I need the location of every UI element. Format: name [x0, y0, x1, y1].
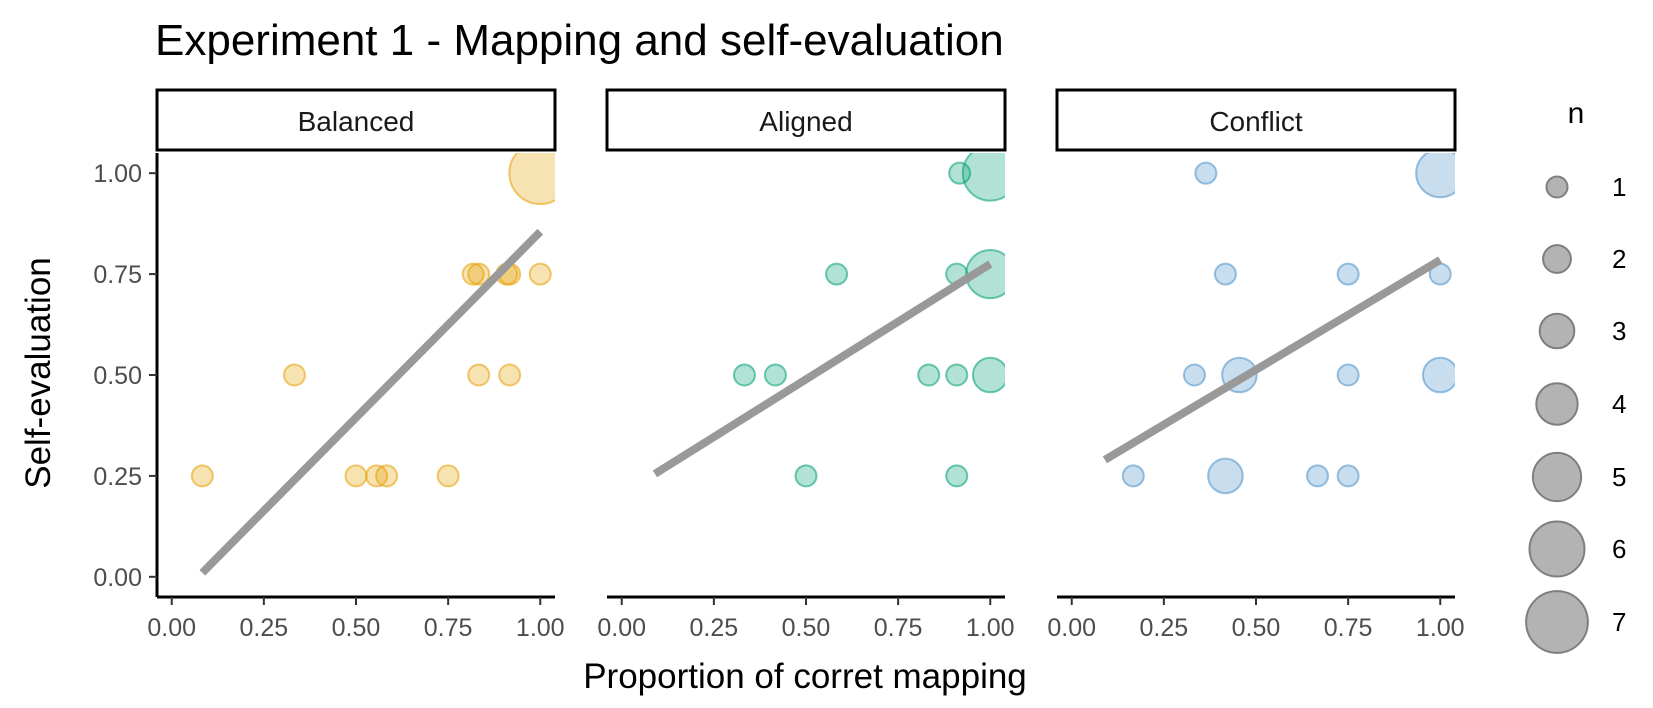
point-aligned-6: [945, 363, 969, 387]
point-conflict-6: [1306, 464, 1330, 488]
strip-balanced: [155, 88, 557, 152]
x-tick-label-balanced-0: 0.00: [147, 614, 196, 642]
point-aligned-11: [961, 153, 1005, 202]
point-balanced-13: [508, 153, 555, 206]
point-balanced-7: [467, 262, 491, 286]
point-conflict-7: [1336, 464, 1360, 488]
point-conflict-12: [1415, 153, 1455, 199]
x-tick-label-aligned-3: 0.75: [874, 614, 923, 642]
point-conflict-9: [1336, 262, 1360, 286]
point-balanced-12: [528, 262, 552, 286]
point-conflict-1: [1182, 363, 1206, 387]
chart-title: Experiment 1 - Mapping and self-evaluati…: [155, 16, 1004, 65]
strip-conflict: [1055, 88, 1457, 152]
strip-aligned: [605, 88, 1007, 152]
point-balanced-1: [282, 363, 306, 387]
point-balanced-8: [467, 363, 491, 387]
strip-label-balanced: Balanced: [298, 106, 415, 137]
x-tick-label-aligned-2: 0.50: [782, 614, 831, 642]
facet-panels: Balanced 0.00 0.25 0.50 0.75 1.00 0.00 0.25 0.50…: [93, 88, 1465, 642]
point-balanced-5: [436, 464, 460, 488]
legend-label-5: 5: [1612, 462, 1626, 492]
x-tick-label-balanced-4: 1.00: [516, 614, 565, 642]
legend-key-3: [1538, 312, 1576, 350]
legend-label-3: 3: [1612, 316, 1626, 346]
x-axis-title: Proportion of corret mapping: [583, 657, 1027, 696]
legend-key-2: [1542, 244, 1572, 274]
legend-key-7: [1525, 590, 1589, 654]
point-aligned-8: [948, 161, 972, 185]
point-aligned-3: [825, 262, 849, 286]
point-conflict-4: [1207, 457, 1244, 495]
point-conflict-11: [1421, 356, 1455, 394]
legend-key-5: [1531, 451, 1583, 503]
x-tick-label-conflict-1: 0.25: [1140, 614, 1189, 642]
legend-label-6: 6: [1612, 534, 1626, 564]
legend-key-4: [1535, 382, 1579, 426]
x-tick-label-conflict-4: 1.00: [1416, 614, 1465, 642]
y-tick-label-1: 0.25: [93, 463, 142, 491]
trend-line-balanced: [199, 228, 544, 576]
point-aligned-9: [971, 356, 1005, 394]
legend-key-6: [1528, 520, 1586, 578]
point-aligned-5: [945, 464, 969, 488]
x-tick-label-aligned-4: 1.00: [966, 614, 1015, 642]
points-balanced: [190, 153, 555, 488]
point-balanced-0: [190, 464, 214, 488]
trend-line-conflict: [1102, 256, 1443, 464]
panel-aligned: Aligned 0.00 0.25 0.50 0.75 1.00: [597, 88, 1015, 642]
point-aligned-4: [917, 363, 941, 387]
x-tick-label-conflict-2: 0.50: [1232, 614, 1281, 642]
legend-label-2: 2: [1612, 244, 1626, 274]
x-tick-label-conflict-0: 0.00: [1047, 614, 1096, 642]
point-balanced-6: [461, 262, 485, 286]
point-balanced-11: [498, 363, 522, 387]
strip-label-aligned: Aligned: [759, 106, 852, 137]
legend-label-4: 4: [1612, 389, 1626, 419]
point-conflict-8: [1336, 363, 1360, 387]
point-aligned-2: [794, 464, 818, 488]
legend-label-1: 1: [1612, 172, 1626, 202]
y-tick-label-3: 0.75: [93, 261, 142, 289]
x-tick-label-balanced-2: 0.50: [332, 614, 381, 642]
points-conflict: [1121, 153, 1455, 495]
point-aligned-10: [965, 248, 1005, 300]
point-balanced-4: [375, 464, 399, 488]
point-conflict-3: [1213, 262, 1237, 286]
y-tick-label-4: 1.00: [93, 160, 142, 188]
x-tick-label-conflict-3: 0.75: [1324, 614, 1373, 642]
x-tick-label-aligned-0: 0.00: [597, 614, 646, 642]
points-aligned: [732, 153, 1005, 488]
point-balanced-2: [344, 464, 368, 488]
y-tick-label-2: 0.50: [93, 362, 142, 390]
panel-conflict: Conflict 0.00 0.25 0.50 0.75 1.00: [1047, 88, 1465, 642]
legend-label-7: 7: [1612, 607, 1626, 637]
trend-line-aligned: [652, 260, 993, 478]
point-aligned-1: [763, 363, 787, 387]
panel-balanced: Balanced 0.00 0.25 0.50 0.75 1.00 0.00 0.25 0.50…: [93, 88, 565, 642]
point-conflict-0: [1121, 464, 1145, 488]
x-tick-label-balanced-1: 0.25: [240, 614, 289, 642]
y-tick-label-0: 0.00: [93, 564, 142, 592]
point-aligned-0: [732, 363, 756, 387]
strip-label-conflict: Conflict: [1209, 106, 1303, 137]
y-axis-title: Self-evaluation: [19, 257, 58, 489]
size-legend: n 1 2 3 4 5 6 7: [1525, 97, 1626, 654]
x-tick-label-balanced-3: 0.75: [424, 614, 473, 642]
legend-key-1: [1545, 175, 1569, 199]
point-conflict-2: [1194, 161, 1218, 185]
legend-title: n: [1568, 97, 1585, 130]
x-tick-label-aligned-1: 0.25: [690, 614, 739, 642]
